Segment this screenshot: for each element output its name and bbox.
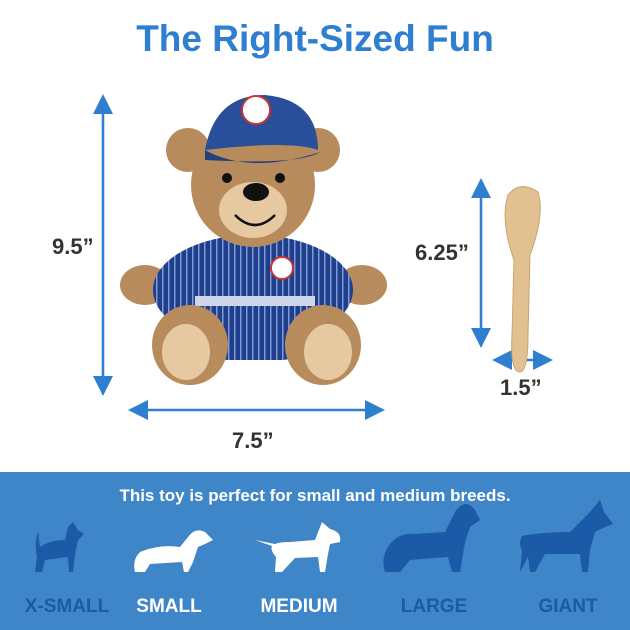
medium-dog-icon: [255, 522, 341, 572]
small-dog-icon: [134, 530, 213, 572]
breed-tagline: This toy is perfect for small and medium…: [119, 486, 511, 505]
size-giant: GIANT: [538, 596, 598, 617]
size-small: SMALL: [136, 596, 202, 617]
product-illustration: [93, 94, 553, 420]
large-dog-icon: [383, 503, 480, 572]
teddy-bear-image: [120, 95, 387, 385]
bat-height-label: 6.25”: [415, 240, 469, 265]
size-large: LARGE: [400, 596, 468, 617]
page-title: The Right-Sized Fun: [136, 18, 494, 59]
dog-silhouettes: [35, 500, 613, 572]
x-small-dog-icon: [35, 522, 84, 572]
bat-width-label: 1.5”: [500, 375, 542, 400]
size-medium: MEDIUM: [260, 596, 338, 617]
size-x-small: X-SMALL: [24, 596, 110, 617]
giant-dog-icon: [520, 500, 613, 572]
baseball-bat-image: [504, 186, 541, 373]
bear-width-label: 7.5”: [232, 428, 274, 453]
breed-size-band: This toy is perfect for small and medium…: [0, 472, 630, 630]
bear-height-label: 9.5”: [52, 234, 94, 259]
